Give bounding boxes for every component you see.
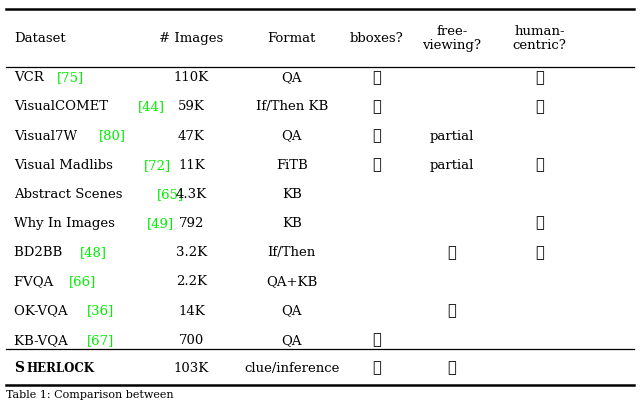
Text: ✓: ✓ [372,70,381,85]
Text: Format: Format [268,32,316,45]
Text: Abstract Scenes: Abstract Scenes [14,188,127,200]
Text: OK-VQA: OK-VQA [14,304,72,317]
Text: [44]: [44] [138,100,165,113]
Text: ✓: ✓ [535,70,544,85]
Text: 110K: 110K [174,71,209,84]
Text: [66]: [66] [69,275,96,288]
Text: If/Then KB: If/Then KB [255,100,328,113]
Text: 2.2K: 2.2K [176,275,207,288]
Text: If/Then: If/Then [268,245,316,259]
Text: [49]: [49] [147,217,174,230]
Text: ✓: ✓ [447,303,456,317]
Text: centric?: centric? [513,39,566,52]
Text: ✓: ✓ [535,100,544,113]
Text: clue/inference: clue/inference [244,361,339,374]
Text: ✓: ✓ [372,100,381,113]
Text: ✓: ✓ [372,360,381,374]
Text: FVQA: FVQA [14,275,58,288]
Text: 792: 792 [179,217,204,230]
Text: 14K: 14K [178,304,205,317]
Text: QA+KB: QA+KB [266,275,317,288]
Text: partial: partial [429,129,474,142]
Text: QA: QA [282,129,302,142]
Text: ✓: ✓ [447,360,456,374]
Text: [75]: [75] [57,71,84,84]
Text: 59K: 59K [178,100,205,113]
Text: QA: QA [282,304,302,317]
Text: 11K: 11K [178,158,205,171]
Text: ✓: ✓ [535,245,544,259]
Text: ✓: ✓ [372,129,381,143]
Text: free-: free- [436,26,467,38]
Text: S: S [14,360,24,374]
Text: viewing?: viewing? [422,39,481,52]
Text: KB: KB [282,188,301,200]
Text: [72]: [72] [145,158,172,171]
Text: FiTB: FiTB [276,158,308,171]
Text: [48]: [48] [80,245,108,259]
Text: [65]: [65] [157,188,184,200]
Text: [67]: [67] [87,333,115,346]
Text: bboxes?: bboxes? [349,32,403,45]
Text: BD2BB: BD2BB [14,245,67,259]
Text: S: S [14,360,24,374]
Text: KB-VQA: KB-VQA [14,333,72,346]
Text: Visual Madlibs: Visual Madlibs [14,158,117,171]
Text: ✓: ✓ [535,216,544,230]
Text: 47K: 47K [178,129,205,142]
Text: ✓: ✓ [372,158,381,172]
Text: KB: KB [282,217,301,230]
Text: Visual7W: Visual7W [14,129,81,142]
Text: ✓: ✓ [372,333,381,346]
Text: HERLOCK: HERLOCK [27,361,95,374]
Text: human-: human- [514,26,565,38]
Text: 103K: 103K [174,361,209,374]
Text: Why In Images: Why In Images [14,217,119,230]
Text: Table 1: Comparison between: Table 1: Comparison between [6,389,177,399]
Text: 4.3K: 4.3K [176,188,207,200]
Text: ✓: ✓ [447,245,456,259]
Text: QA: QA [282,71,302,84]
Text: [36]: [36] [87,304,115,317]
Text: partial: partial [429,158,474,171]
Text: [80]: [80] [99,129,126,142]
Text: VisualCOMET: VisualCOMET [14,100,112,113]
Text: QA: QA [282,333,302,346]
Text: ✓: ✓ [535,158,544,172]
Text: Dataset: Dataset [14,32,65,45]
Text: 3.2K: 3.2K [176,245,207,259]
Text: 700: 700 [179,333,204,346]
Text: # Images: # Images [159,32,223,45]
Text: VCR: VCR [14,71,48,84]
